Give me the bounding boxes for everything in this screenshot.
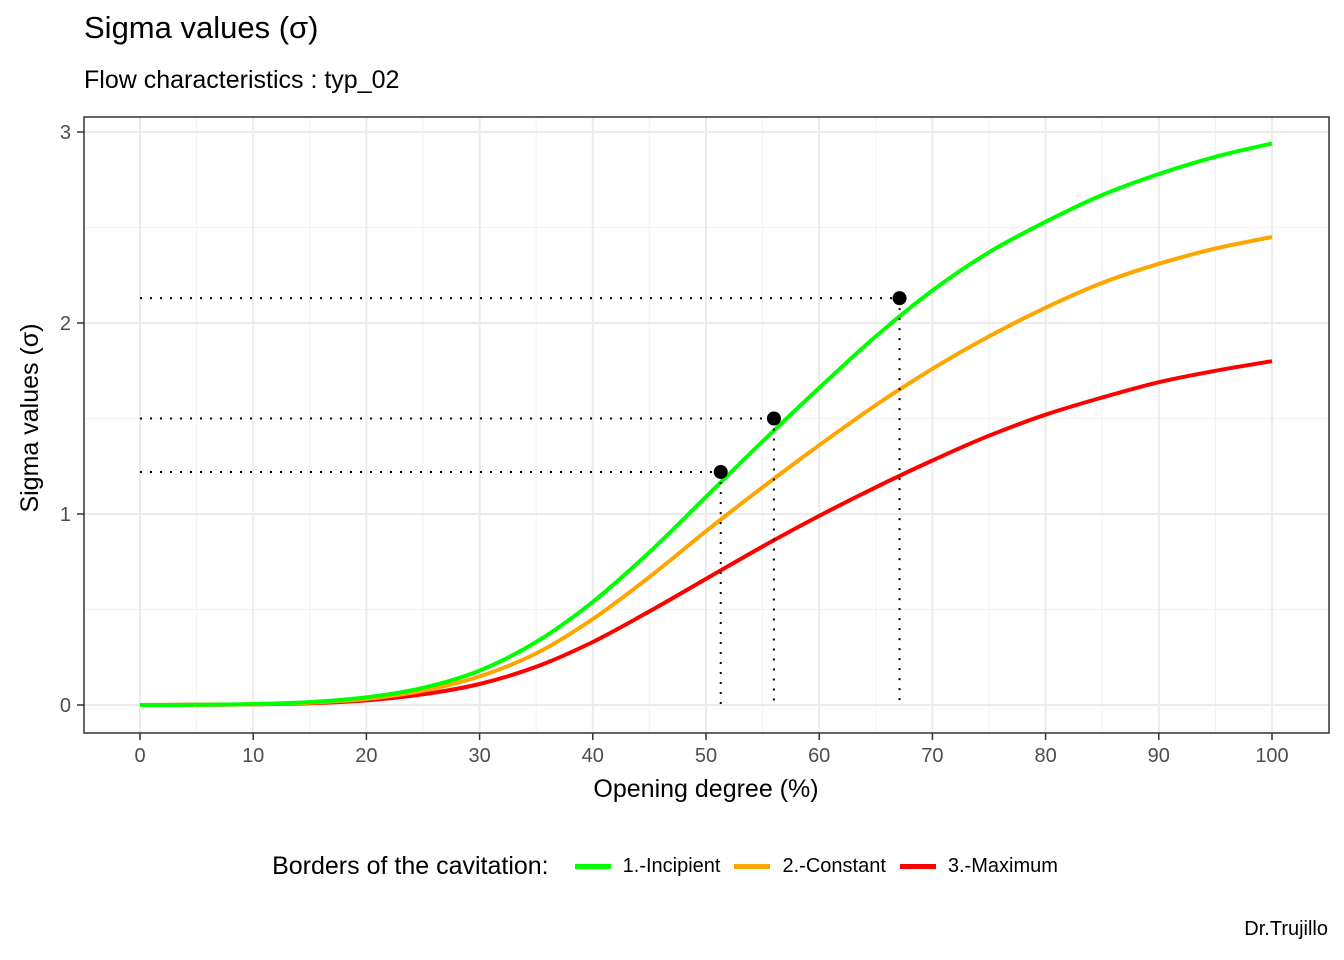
highlight-point [713, 464, 728, 479]
x-tick-label: 100 [1255, 745, 1288, 767]
caption: Dr.Trujillo [1244, 918, 1328, 940]
x-tick-label: 0 [134, 745, 145, 767]
legend-item-maximum: 3.-Maximum [899, 855, 1058, 878]
x-tick-label: 70 [921, 745, 943, 767]
legend-key-maximum [899, 864, 936, 869]
legend-key-constant [734, 864, 771, 869]
legend-label-maximum: 3.-Maximum [947, 855, 1058, 877]
highlight-point [766, 411, 781, 426]
x-tick-label: 20 [355, 745, 377, 767]
y-tick-label: 2 [60, 313, 71, 335]
x-axis-label: Opening degree (%) [593, 775, 818, 803]
y-axis-label: Sigma values (σ) [16, 323, 44, 512]
x-tick-label: 30 [468, 745, 490, 767]
legend-label-constant: 2.-Constant [782, 855, 886, 877]
legend-label-incipient: 1.-Incipient [622, 855, 721, 877]
chart-axes: 0 10 20 30 40 50 60 70 80 90 100 0 1 2 3 [60, 116, 1330, 767]
legend-title: Borders of the cavitation: [272, 852, 549, 880]
y-tick-label: 1 [60, 504, 71, 526]
chart-title: Sigma values (σ) [84, 10, 319, 45]
legend-item-constant: 2.-Constant [734, 855, 886, 878]
legend: Borders of the cavitation: 1.-Incipient … [0, 852, 1344, 881]
series-line-incipient [139, 141, 1273, 707]
chart-marks [139, 141, 1273, 707]
legend-key-incipient [574, 864, 611, 869]
x-tick-label: 40 [582, 745, 604, 767]
plot-panel [84, 117, 1329, 733]
x-tick-label: 60 [808, 745, 830, 767]
y-tick-label: 0 [60, 695, 71, 717]
x-tick-label: 80 [1034, 745, 1056, 767]
legend-item-incipient: 1.-Incipient [574, 855, 721, 878]
x-tick-label: 10 [242, 745, 264, 767]
x-tick-label: 90 [1148, 745, 1170, 767]
chart-subtitle: Flow characteristics : typ_02 [84, 66, 400, 94]
highlight-point [892, 291, 907, 306]
x-tick-label: 50 [695, 745, 717, 767]
sigma-chart: 0 10 20 30 40 50 60 70 80 90 100 0 1 2 3 Opening degre… [16, 116, 1330, 803]
y-tick-label: 3 [60, 122, 71, 144]
